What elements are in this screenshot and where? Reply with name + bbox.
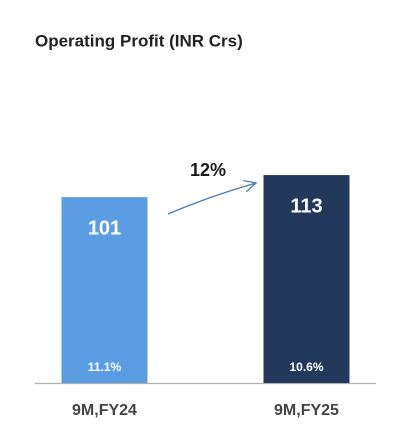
margin-label: 10.6% — [289, 360, 323, 374]
bar — [61, 197, 148, 383]
growth-arrow — [167, 183, 256, 215]
margin-label: 11.1% — [88, 360, 122, 374]
growth-annotation: 12% — [190, 160, 226, 180]
chart-title: Operating Profit (INR Crs) — [35, 31, 243, 50]
value-label: 101 — [88, 217, 121, 239]
value-label: 113 — [290, 195, 322, 217]
x-tick-label: 9M,FY24 — [72, 402, 137, 419]
bar — [263, 175, 350, 383]
x-tick-label: 9M,FY25 — [274, 402, 339, 419]
